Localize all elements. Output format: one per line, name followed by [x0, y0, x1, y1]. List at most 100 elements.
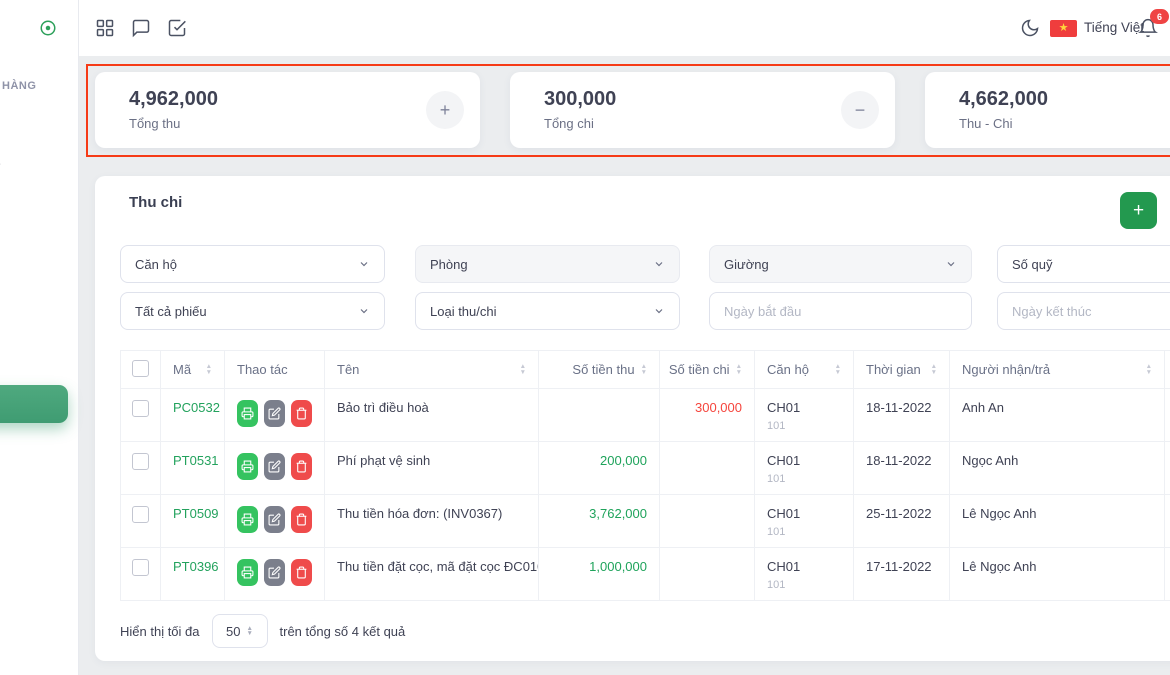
edit-button[interactable]: [264, 559, 285, 586]
person-cell: Lê Ngọc Anh: [949, 547, 1165, 601]
table-row: PT0396 Thu tiền đặt cọc, mã đặt cọc ĐC01…: [120, 547, 1170, 601]
header-code[interactable]: Mã: [173, 362, 192, 377]
header-amount-in[interactable]: Số tiền thu: [572, 362, 635, 377]
row-checkbox[interactable]: [132, 453, 149, 470]
delete-button[interactable]: [291, 559, 312, 586]
apps-grid-icon[interactable]: [95, 18, 115, 38]
sidebar-active-item[interactable]: [0, 385, 68, 423]
dark-mode-icon[interactable]: [1020, 18, 1040, 38]
sort-icon[interactable]: [835, 364, 841, 375]
print-button[interactable]: [237, 453, 258, 480]
edit-button[interactable]: [264, 400, 285, 427]
room-number: 101: [767, 579, 786, 591]
bed-filter[interactable]: Giường: [709, 245, 972, 283]
print-button[interactable]: [237, 400, 258, 427]
header-actions: Thao tác: [237, 362, 288, 377]
transaction-code[interactable]: PT0509: [160, 494, 225, 548]
target-icon[interactable]: [39, 19, 57, 37]
transaction-code[interactable]: PT0531: [160, 441, 225, 495]
header-amount-out[interactable]: Số tiền chi: [668, 362, 730, 377]
delete-button[interactable]: [291, 453, 312, 480]
transaction-name: Thu tiền hóa đơn: (INV0367): [324, 494, 539, 548]
room-filter[interactable]: Phòng: [415, 245, 680, 283]
summary-card-total-income: 4,962,000 Tổng thu +: [95, 72, 480, 148]
apartment-code: CH01: [767, 400, 801, 415]
row-checkbox[interactable]: [132, 559, 149, 576]
fund-cell: Ngân hàng: [1164, 441, 1170, 495]
sort-icon[interactable]: [931, 364, 937, 375]
amount-out: [659, 494, 755, 548]
fund-filter-label: Số quỹ: [1012, 256, 1053, 272]
apartment-cell: CH01 101: [754, 547, 854, 601]
amount-out: 300,000: [659, 388, 755, 442]
apartment-code: CH01: [767, 559, 801, 574]
total-expense-value: 300,000: [544, 88, 617, 110]
plus-circle-icon[interactable]: +: [426, 91, 464, 129]
room-number: 101: [767, 420, 786, 432]
date-cell: 18-11-2022: [853, 441, 950, 495]
apartment-filter[interactable]: Căn hộ: [120, 245, 385, 283]
receipt-type-filter-label: Tất cả phiếu: [135, 303, 207, 319]
table-row: PT0509 Thu tiền hóa đơn: (INV0367) 3,762…: [120, 494, 1170, 548]
header-time[interactable]: Thời gian: [866, 362, 921, 377]
minus-circle-icon[interactable]: −: [841, 91, 879, 129]
sidebar-item-partial[interactable]: ề: [0, 155, 1, 171]
transaction-name: Bảo trì điều hoà: [324, 388, 539, 442]
apartment-code: CH01: [767, 506, 801, 521]
receipt-type-filter[interactable]: Tất cả phiếu: [120, 292, 385, 330]
apartment-cell: CH01 101: [754, 494, 854, 548]
edit-button[interactable]: [264, 453, 285, 480]
end-date-placeholder: Ngày kết thúc: [1012, 303, 1092, 319]
print-button[interactable]: [237, 559, 258, 586]
row-checkbox[interactable]: [132, 506, 149, 523]
header-apartment[interactable]: Căn hộ: [767, 362, 809, 377]
table-footer: Hiển thị tối đa 50 trên tổng số 4 kết qu…: [120, 614, 405, 648]
fund-filter[interactable]: Số quỹ: [997, 245, 1170, 283]
language-selector[interactable]: Tiếng Việt: [1084, 20, 1145, 35]
start-date-input[interactable]: Ngày bắt đầu: [709, 292, 972, 330]
apartment-cell: CH01 101: [754, 441, 854, 495]
page-size-stepper[interactable]: 50: [211, 614, 268, 648]
transaction-name: Thu tiền đặt cọc, mã đặt cọc ĐC0100: [324, 547, 539, 601]
amount-out: [659, 547, 755, 601]
transaction-code[interactable]: PT0396: [160, 547, 225, 601]
table-header-row: Mã Thao tác Tên Số tiền thu Số tiền chi …: [120, 350, 1170, 389]
transaction-code[interactable]: PC0532: [160, 388, 225, 442]
person-cell: Anh An: [949, 388, 1165, 442]
room-filter-label: Phòng: [430, 256, 468, 272]
fund-cell: Ngân hàng: [1164, 388, 1170, 442]
sort-icon[interactable]: [520, 364, 526, 375]
row-checkbox[interactable]: [132, 400, 149, 417]
table-row: PT0531 Phí phạt vệ sinh 200,000 CH01 101 …: [120, 441, 1170, 495]
date-cell: 17-11-2022: [853, 547, 950, 601]
summary-card-total-expense: 300,000 Tổng chi −: [510, 72, 895, 148]
notification-badge: 6: [1150, 9, 1169, 24]
fund-cell: Ngân hàng: [1164, 494, 1170, 548]
amount-in: 1,000,000: [538, 547, 660, 601]
notifications-bell-icon[interactable]: [1138, 18, 1158, 38]
room-number: 101: [767, 473, 786, 485]
fund-cell: Ngân hàng: [1164, 547, 1170, 601]
sort-icon[interactable]: [736, 364, 742, 375]
edit-button[interactable]: [264, 506, 285, 533]
delete-button[interactable]: [291, 400, 312, 427]
page-size-value: 50: [226, 623, 241, 639]
header-name[interactable]: Tên: [337, 362, 360, 377]
delete-button[interactable]: [291, 506, 312, 533]
end-date-input[interactable]: Ngày kết thúc: [997, 292, 1170, 330]
tasks-icon[interactable]: [167, 18, 187, 38]
person-cell: Ngọc Anh: [949, 441, 1165, 495]
amount-in: 3,762,000: [538, 494, 660, 548]
sort-icon[interactable]: [206, 364, 212, 375]
sort-icon[interactable]: [1146, 364, 1152, 375]
add-transaction-button[interactable]: +: [1120, 192, 1157, 229]
print-button[interactable]: [237, 506, 258, 533]
chat-icon[interactable]: [131, 18, 151, 38]
vietnam-flag-icon[interactable]: ★: [1050, 20, 1077, 37]
select-all-checkbox[interactable]: [132, 359, 149, 377]
sort-icon[interactable]: [641, 364, 647, 375]
inout-type-filter[interactable]: Loại thu/chi: [415, 292, 680, 330]
apartment-cell: CH01 101: [754, 388, 854, 442]
header-person[interactable]: Người nhận/trả: [962, 362, 1051, 377]
stepper-arrows-icon[interactable]: [247, 626, 253, 637]
